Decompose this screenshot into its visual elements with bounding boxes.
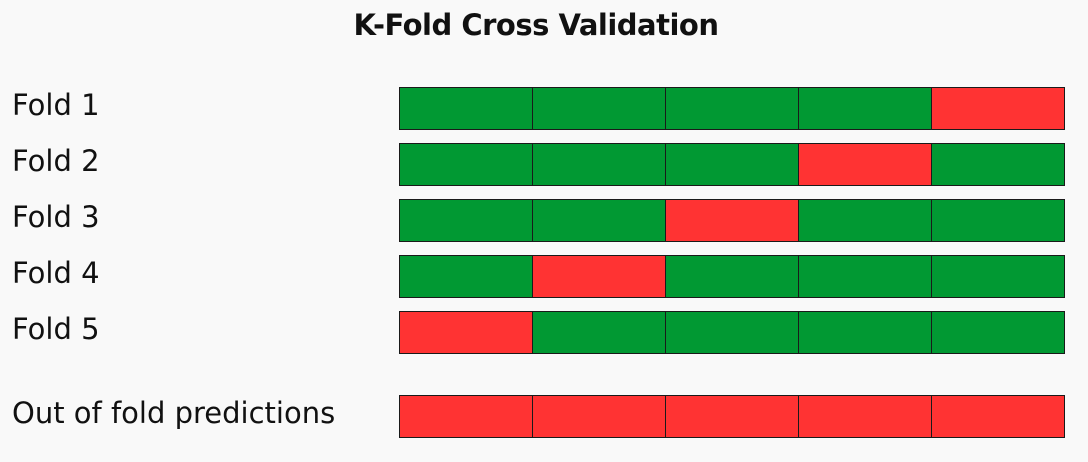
validation-cell — [399, 395, 533, 438]
fold-cells — [399, 311, 1065, 354]
train-cell — [665, 255, 799, 298]
train-cell — [931, 311, 1065, 354]
row-label: Fold 4 — [12, 256, 100, 290]
fold-row-1: Fold 1 — [0, 87, 1088, 131]
validation-cell — [665, 199, 799, 242]
train-cell — [798, 199, 932, 242]
fold-row-3: Fold 3 — [0, 199, 1088, 243]
fold-cells — [399, 395, 1065, 438]
validation-cell — [399, 311, 533, 354]
train-cell — [665, 87, 799, 130]
row-label: Fold 3 — [12, 200, 100, 234]
train-cell — [931, 255, 1065, 298]
fold-cells — [399, 143, 1065, 186]
train-cell — [399, 87, 533, 130]
train-cell — [532, 143, 666, 186]
validation-cell — [665, 395, 799, 438]
train-cell — [931, 143, 1065, 186]
validation-cell — [532, 395, 666, 438]
diagram-title: K-Fold Cross Validation — [353, 8, 719, 42]
fold-cells — [399, 87, 1065, 130]
fold-row-2: Fold 2 — [0, 143, 1088, 187]
train-cell — [399, 143, 533, 186]
train-cell — [665, 311, 799, 354]
fold-row-5: Fold 5 — [0, 311, 1088, 355]
validation-cell — [532, 255, 666, 298]
row-label: Fold 1 — [12, 88, 100, 122]
fold-row-4: Fold 4 — [0, 255, 1088, 299]
row-label: Fold 5 — [12, 312, 100, 346]
fold-cells — [399, 199, 1065, 242]
validation-cell — [931, 395, 1065, 438]
row-label: Out of fold predictions — [12, 396, 336, 430]
fold-cells — [399, 255, 1065, 298]
row-label: Fold 2 — [12, 144, 100, 178]
validation-cell — [798, 395, 932, 438]
train-cell — [665, 143, 799, 186]
train-cell — [399, 255, 533, 298]
train-cell — [399, 199, 533, 242]
train-cell — [798, 87, 932, 130]
train-cell — [798, 311, 932, 354]
validation-cell — [798, 143, 932, 186]
validation-cell — [931, 87, 1065, 130]
train-cell — [532, 199, 666, 242]
train-cell — [532, 311, 666, 354]
train-cell — [532, 87, 666, 130]
train-cell — [931, 199, 1065, 242]
train-cell — [798, 255, 932, 298]
out-of-fold-row: Out of fold predictions — [0, 395, 1088, 439]
